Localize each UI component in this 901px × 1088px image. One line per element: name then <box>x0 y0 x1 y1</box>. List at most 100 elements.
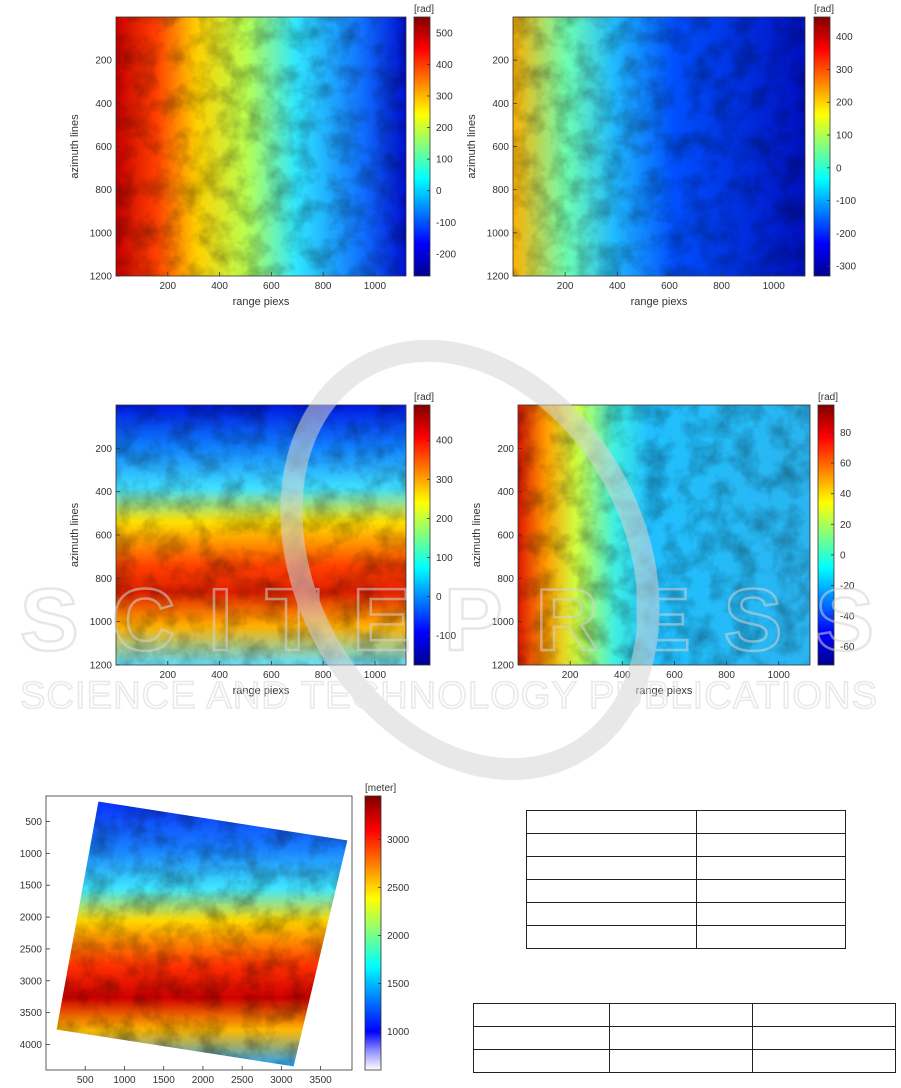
x-tick-label: 3500 <box>309 1075 332 1086</box>
colorbar <box>413 16 431 277</box>
y-tick-label: 2000 <box>20 913 43 924</box>
table-cell <box>696 902 846 926</box>
chart-top-right: 200 400 600 800 100020040060080010001200rang… <box>466 4 856 308</box>
y-tick-label: 200 <box>95 444 112 455</box>
y-axis-label: azimuth lines <box>466 114 478 179</box>
y-tick-label: 200 <box>95 56 112 67</box>
y-tick-label: 4000 <box>20 1040 43 1051</box>
colorbar-tick-label: 400 <box>836 32 853 43</box>
colorbar-tick-label: 200 <box>436 123 453 134</box>
y-tick-label: 200 <box>497 444 514 455</box>
colorbar <box>364 795 382 1071</box>
x-tick-label: 600 <box>263 281 280 292</box>
x-axis-label: range piexs <box>631 296 688 308</box>
y-tick-label: 600 <box>95 142 112 153</box>
y-tick-label: 800 <box>95 185 112 196</box>
colorbar <box>817 404 835 666</box>
y-tick-label: 1200 <box>487 272 510 283</box>
y-tick-label: 1200 <box>90 661 113 672</box>
y-tick-label: 400 <box>497 487 514 498</box>
colorbar-tick-label: 3000 <box>387 835 410 846</box>
colorbar-unit: [rad] <box>414 4 434 15</box>
x-tick-label: 2000 <box>192 1075 215 1086</box>
table-cell <box>696 879 846 903</box>
chart-middle-right: 200 400 600 800 100020040060080010001200rang… <box>471 392 855 697</box>
table-cell <box>525 856 698 880</box>
x-tick-label: 800 <box>315 281 332 292</box>
colorbar-tick-label: 300 <box>436 475 453 486</box>
y-tick-label: 1000 <box>90 617 113 628</box>
table-cell <box>525 902 698 926</box>
y-axis-label: azimuth lines <box>471 502 483 567</box>
colorbar-tick-label: 1500 <box>387 979 410 990</box>
x-tick-label: 1000 <box>763 281 786 292</box>
colorbar-tick-label: 0 <box>836 163 842 174</box>
watermark: SCITEPRESS SCIENCE AND TECHNOLOGY PUBLIC… <box>19 339 880 781</box>
y-tick-label: 600 <box>95 531 112 542</box>
table-cell <box>472 1026 611 1050</box>
x-axis-label: range piexs <box>636 685 693 697</box>
colorbar-unit: [meter] <box>365 783 396 794</box>
y-tick-label: 2500 <box>20 944 43 955</box>
table-row <box>472 1049 897 1073</box>
table-cell <box>696 856 846 880</box>
watermark-main: SCITEPRESS <box>20 570 880 669</box>
colorbar-tick-label: -60 <box>840 642 855 653</box>
heatmap-texture <box>518 405 810 665</box>
y-tick-label: 1000 <box>487 228 510 239</box>
x-tick-label: 1000 <box>364 281 387 292</box>
table-cell <box>525 810 698 834</box>
colorbar-tick-label: 0 <box>436 186 442 197</box>
x-tick-label: 600 <box>666 670 683 681</box>
x-tick-label: 800 <box>713 281 730 292</box>
table-cell <box>751 1026 897 1050</box>
colorbar-tick-label: 40 <box>840 489 852 500</box>
x-tick-label: 200 <box>557 281 574 292</box>
x-tick-label: 800 <box>718 670 735 681</box>
table-row <box>472 1026 897 1050</box>
colorbar-tick-label: -20 <box>840 581 855 592</box>
heatmap-texture <box>116 405 406 665</box>
table-row <box>525 833 846 857</box>
heatmap-texture <box>56 801 348 1067</box>
colorbar-tick-label: 80 <box>840 428 852 439</box>
table-cell <box>696 833 846 857</box>
y-tick-label: 1000 <box>20 849 43 860</box>
x-tick-label: 1000 <box>113 1075 136 1086</box>
x-tick-label: 500 <box>77 1075 94 1086</box>
x-tick-label: 800 <box>315 670 332 681</box>
y-tick-label: 800 <box>497 574 514 585</box>
y-tick-label: 1200 <box>492 661 515 672</box>
colorbar-tick-label: 500 <box>436 28 453 39</box>
colorbar-tick-label: -40 <box>840 612 855 623</box>
colorbar-tick-label: 2500 <box>387 883 410 894</box>
table-cell <box>525 925 698 949</box>
x-axis-label: range piexs <box>233 296 290 308</box>
table-cell <box>525 879 698 903</box>
colorbar-unit: [rad] <box>814 4 834 15</box>
x-tick-label: 200 <box>159 281 176 292</box>
table-cell <box>609 1049 753 1073</box>
y-tick-label: 600 <box>497 531 514 542</box>
colorbar-tick-label: 200 <box>836 98 853 109</box>
colorbar-tick-label: -200 <box>836 229 856 240</box>
x-tick-label: 3000 <box>270 1075 293 1086</box>
y-tick-label: 500 <box>25 817 42 828</box>
colorbar-tick-label: 1000 <box>387 1027 410 1038</box>
colorbar-unit: [rad] <box>414 392 434 403</box>
x-tick-label: 2500 <box>231 1075 254 1086</box>
table-row <box>525 902 846 926</box>
y-tick-label: 800 <box>492 185 509 196</box>
watermark-sub: SCIENCE AND TECHNOLOGY PUBLICATIONS <box>20 675 880 717</box>
heatmap-texture <box>116 17 406 276</box>
x-tick-label: 400 <box>211 281 228 292</box>
table-cell <box>472 1049 611 1073</box>
table-row <box>525 925 846 949</box>
colorbar-tick-label: 2000 <box>387 931 410 942</box>
table-cell <box>696 925 846 949</box>
y-tick-label: 1200 <box>90 272 113 283</box>
colorbar-tick-label: 0 <box>840 550 846 561</box>
table-upper <box>525 810 846 949</box>
x-tick-label: 400 <box>614 670 631 681</box>
